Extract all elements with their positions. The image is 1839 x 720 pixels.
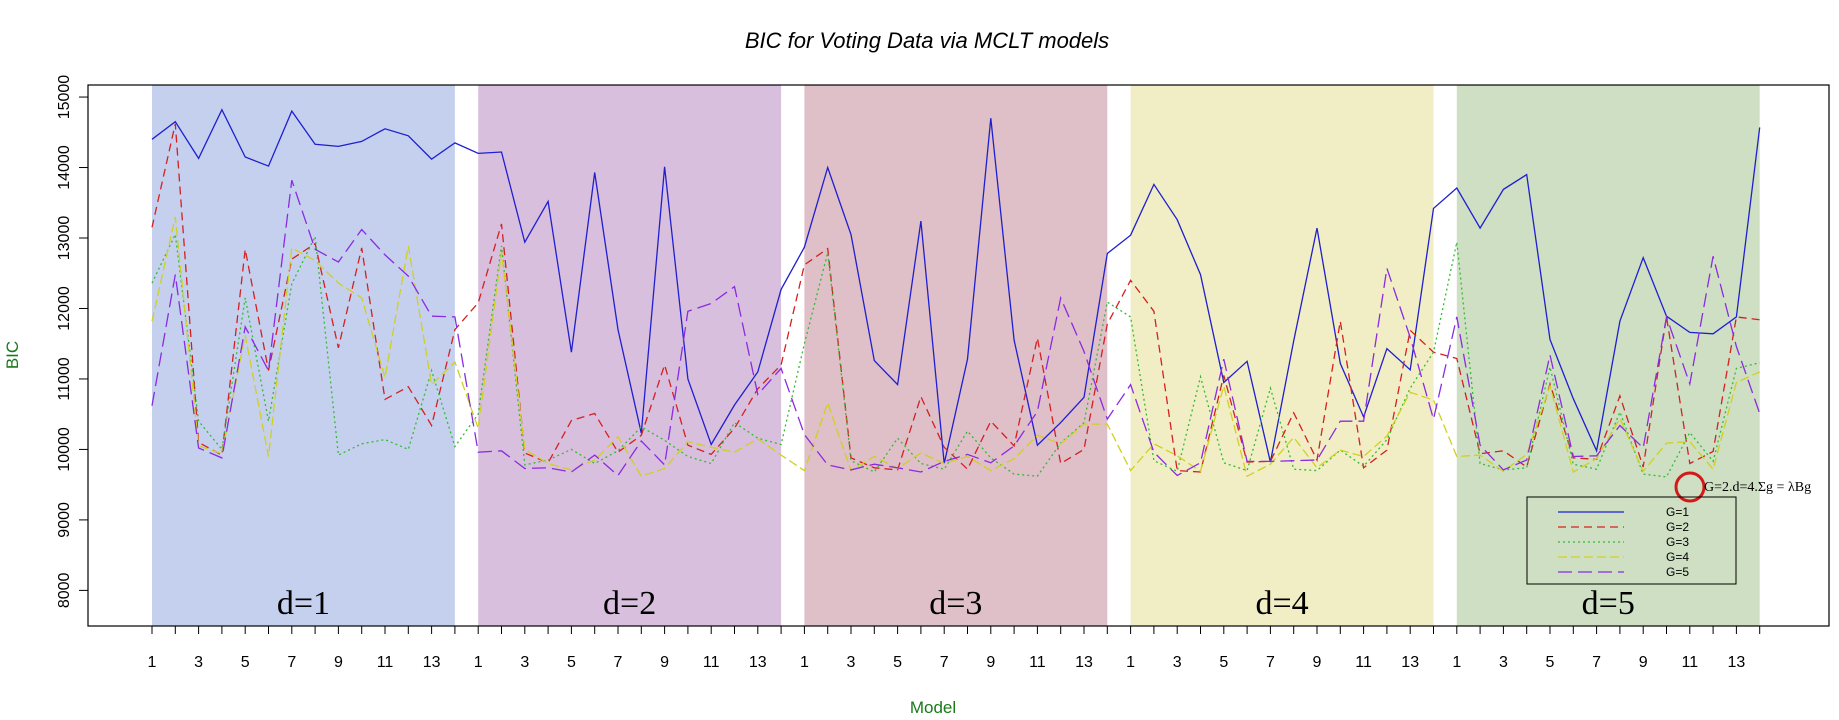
x-tick-label: 5 (567, 654, 576, 671)
x-tick-label: 11 (377, 654, 394, 671)
x-tick-label: 5 (1219, 654, 1228, 671)
legend-label-g5: G=5 (1666, 565, 1689, 579)
group-band-5 (1456, 85, 1760, 626)
group-label-4: d=4 (1255, 585, 1308, 622)
y-tick-label: 8000 (56, 572, 73, 608)
legend-label-g3: G=3 (1666, 535, 1689, 549)
chart-title: BIC for Voting Data via MCLT models (745, 28, 1109, 53)
x-tick-label: 13 (423, 654, 441, 671)
y-axis-label: BIC (3, 341, 22, 369)
group-labels: d=1 d=2 d=3 d=4 d=5 (277, 585, 1635, 622)
x-tick-label: 9 (334, 654, 343, 671)
best-model-annotation: G=2.d=4.Σg = λBg (1674, 471, 1811, 503)
best-model-marker (1674, 471, 1706, 503)
x-tick-label: 7 (1592, 654, 1601, 671)
x-tick-label: 5 (893, 654, 902, 671)
x-tick-label: 13 (1728, 654, 1746, 671)
x-tick-label: 7 (1266, 654, 1275, 671)
x-tick-label: 7 (940, 654, 949, 671)
y-tick-label: 11000 (56, 357, 73, 400)
x-tick-label: 3 (1499, 654, 1508, 671)
x-axis-label: Model (910, 698, 956, 717)
x-tick-label: 1 (474, 654, 483, 671)
y-tick-label: 13000 (56, 216, 73, 261)
series-lines (151, 108, 1761, 478)
x-tick-label: 1 (1126, 654, 1135, 671)
x-tick-label: 11 (703, 654, 720, 671)
x-tick-label: 13 (1075, 654, 1093, 671)
x-tick-label: 9 (986, 654, 995, 671)
y-tick-label: 14000 (56, 145, 73, 190)
x-axis: 1 3 5 7 9 11 13 1 3 5 7 9 11 13 1 3 5 7 9 11 13 1 3 5 7 9 11 13 1 3 5 7… (148, 626, 1761, 671)
x-tick-label: 3 (847, 654, 856, 671)
x-tick-label: 7 (287, 654, 296, 671)
x-tick-label: 3 (1173, 654, 1182, 671)
x-tick-label: 1 (1452, 654, 1461, 671)
group-band-3 (804, 85, 1108, 626)
x-tick-label: 9 (1313, 654, 1322, 671)
series-line-g5 (151, 179, 1761, 477)
y-tick-label: 10000 (56, 427, 73, 472)
x-tick-label: 5 (1546, 654, 1555, 671)
group-label-5: d=5 (1582, 585, 1635, 622)
legend-box (1526, 496, 1737, 585)
y-tick-label: 12000 (56, 286, 73, 331)
series-line-g1 (151, 108, 1761, 464)
x-tick-label: 3 (194, 654, 203, 671)
x-tick-label: 13 (749, 654, 767, 671)
x-tick-label: 13 (1401, 654, 1419, 671)
x-tick-label: 9 (660, 654, 669, 671)
x-tick-label: 9 (1639, 654, 1648, 671)
legend-label-g4: G=4 (1666, 550, 1689, 564)
group-label-3: d=3 (929, 585, 982, 622)
x-tick-label: 7 (614, 654, 623, 671)
legend: G=1G=2G=3G=4G=5 (1526, 496, 1737, 585)
x-tick-label: 5 (241, 654, 250, 671)
series-line-g3 (151, 232, 1760, 478)
legend-label-g1: G=1 (1666, 505, 1689, 519)
plot-frame (87, 84, 1830, 627)
x-tick-label: 1 (800, 654, 809, 671)
annotation-text: G=2.d=4.Σg = λBg (1704, 480, 1811, 495)
group-label-2: d=2 (603, 585, 656, 622)
x-tick-label: 11 (1355, 654, 1372, 671)
y-tick-label: 9000 (56, 502, 73, 538)
x-tick-label: 1 (148, 654, 157, 671)
group-backgrounds (152, 85, 1760, 626)
y-axis: 8000 9000 10000 11000 12000 13000 14000 15000 (56, 75, 88, 608)
series-line-g4 (151, 216, 1760, 478)
x-tick-label: 11 (1029, 654, 1046, 671)
y-tick-label: 15000 (56, 75, 73, 120)
group-band-2 (478, 85, 782, 626)
group-label-1: d=1 (277, 585, 330, 622)
legend-label-g2: G=2 (1666, 520, 1689, 534)
group-band-4 (1130, 85, 1434, 626)
group-band-1 (152, 85, 455, 626)
x-tick-label: 11 (1681, 654, 1698, 671)
x-tick-label: 3 (520, 654, 529, 671)
